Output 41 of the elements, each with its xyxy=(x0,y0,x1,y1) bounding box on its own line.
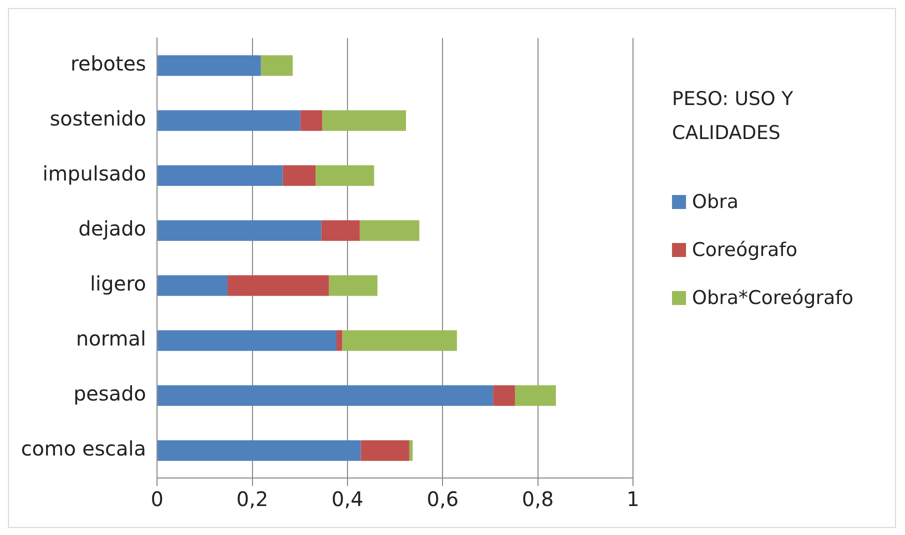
x-tick-label: 0,2 xyxy=(236,487,268,512)
bar xyxy=(360,220,420,241)
x-tick-label: 0 xyxy=(150,487,164,512)
bar xyxy=(336,330,342,351)
bar xyxy=(158,330,337,351)
y-tick-label: sostenido xyxy=(50,106,146,131)
x-tick-label: 1 xyxy=(626,487,640,512)
bar xyxy=(321,220,360,241)
bar xyxy=(409,440,413,461)
bar xyxy=(316,165,374,186)
bar xyxy=(158,110,300,131)
legend-title: PESO: USO Y CALIDADES xyxy=(672,87,794,146)
bar xyxy=(360,440,410,461)
bar xyxy=(282,165,316,186)
y-tick-label: ligero xyxy=(90,272,146,296)
bar xyxy=(322,110,406,131)
bar xyxy=(260,55,293,76)
bar xyxy=(493,385,515,406)
legend-label: Obra*Coreógrafo xyxy=(692,287,854,309)
bar xyxy=(228,275,329,296)
bar xyxy=(158,165,283,186)
y-tick-label: normal xyxy=(76,326,146,351)
legend-label: Obra xyxy=(692,191,738,213)
bar xyxy=(514,385,556,406)
y-tick-label: impulsado xyxy=(42,162,146,186)
bar xyxy=(300,110,322,131)
x-tick-label: 0,4 xyxy=(332,487,364,512)
x-tick-label: 0,8 xyxy=(522,487,554,512)
y-tick-label: como escala xyxy=(20,436,146,461)
legend-label: Coreógrafo xyxy=(692,239,798,261)
bar xyxy=(158,275,228,296)
bar xyxy=(328,275,378,296)
bar xyxy=(158,440,361,461)
y-tick-label: rebotes xyxy=(70,52,146,76)
bar xyxy=(158,220,322,241)
bar xyxy=(158,55,261,76)
bar xyxy=(342,330,457,351)
y-tick-label: pesado xyxy=(73,382,146,406)
y-tick-label: dejado xyxy=(78,216,146,241)
x-tick-label: 0,6 xyxy=(426,487,459,512)
bar xyxy=(158,385,494,406)
